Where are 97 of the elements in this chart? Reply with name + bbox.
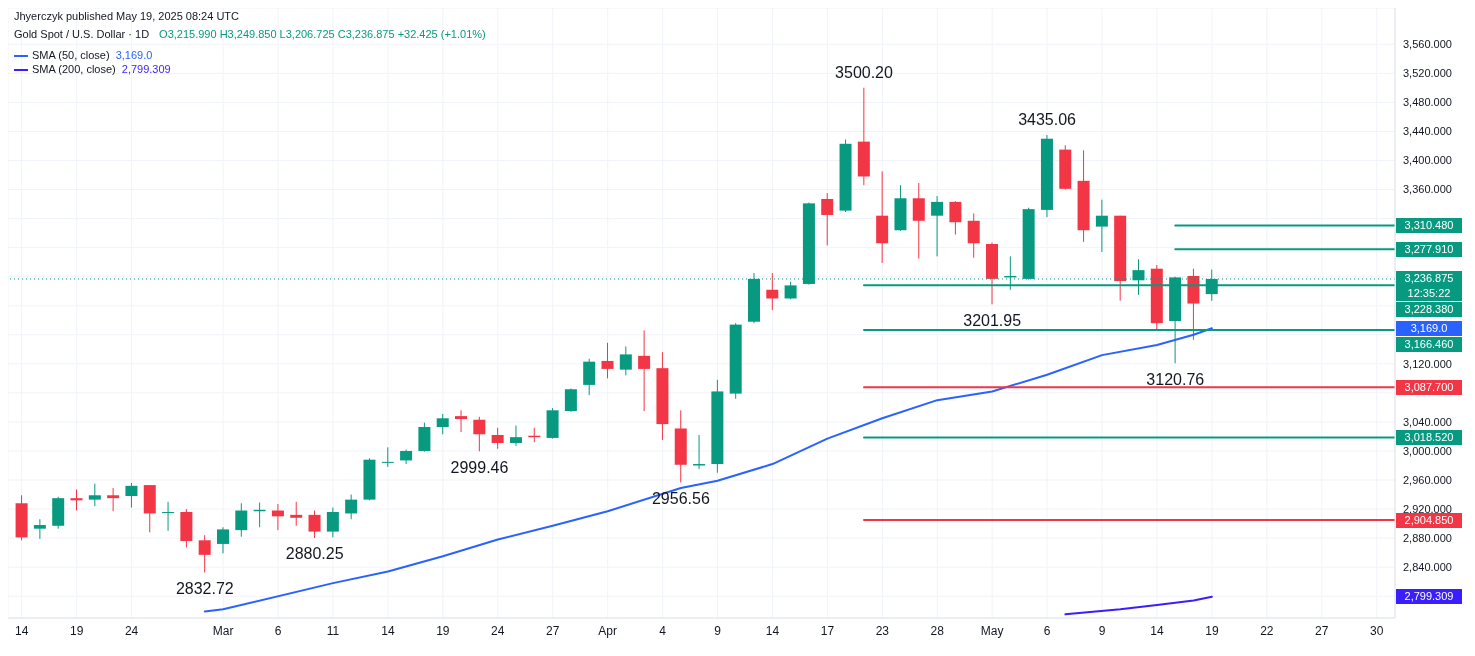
x-tick-label: 24 bbox=[124, 623, 139, 638]
y-tick-label: 2,840.000 bbox=[1403, 561, 1452, 574]
y-tick-label: 3,400.000 bbox=[1403, 154, 1452, 167]
data-label: 2,904.850 bbox=[1396, 512, 1462, 528]
x-tick-label: 6 bbox=[274, 623, 282, 638]
x-tick-label: 19 bbox=[69, 623, 84, 638]
candlestick bbox=[107, 487, 120, 512]
x-tick-label: 19 bbox=[436, 623, 450, 638]
candlestick bbox=[619, 345, 632, 376]
candlestick bbox=[326, 507, 339, 538]
y-tick-label: 3,360.000 bbox=[1403, 183, 1452, 196]
data-label: 3,018.520 bbox=[1396, 430, 1462, 446]
x-tick-label: May bbox=[980, 623, 1004, 638]
candlestick bbox=[638, 329, 651, 412]
legend-label: SMA (50, close) bbox=[32, 49, 110, 61]
x-tick-label: 11 bbox=[326, 623, 340, 638]
annotation: 2880.25 bbox=[285, 545, 344, 563]
x-tick-label: 14 bbox=[765, 623, 780, 638]
x-tick-label: 30 bbox=[1370, 623, 1384, 638]
candlestick bbox=[33, 518, 46, 540]
candlestick bbox=[693, 434, 706, 470]
annotation: 2999.46 bbox=[450, 458, 509, 476]
candlestick bbox=[967, 213, 980, 259]
y-tick-label: 3,480.000 bbox=[1403, 96, 1452, 109]
x-tick-label: 23 bbox=[875, 623, 890, 638]
x-tick-label: 14 bbox=[1150, 623, 1164, 638]
x-tick-label: 9 bbox=[714, 623, 722, 638]
candlestick bbox=[912, 182, 925, 260]
candlestick bbox=[766, 272, 779, 311]
candlestick bbox=[949, 200, 962, 236]
data-label: 3,166.460 bbox=[1396, 336, 1462, 352]
x-tick-label: 28 bbox=[930, 623, 945, 638]
y-tick-label: 3,000.000 bbox=[1403, 444, 1452, 457]
candlestick bbox=[290, 501, 303, 527]
candlestick bbox=[381, 446, 394, 468]
candlestick bbox=[931, 195, 944, 257]
candlestick bbox=[418, 422, 431, 453]
ref-line-label: 3,236.875 bbox=[1403, 271, 1455, 287]
candlestick bbox=[345, 494, 358, 520]
data-label: 3,087.700 bbox=[1396, 379, 1462, 395]
annotation: 3201.95 bbox=[963, 311, 1022, 329]
text: 2,799.309 bbox=[1396, 589, 1462, 605]
candlestick bbox=[235, 502, 248, 538]
x-tick-label: 14 bbox=[15, 623, 29, 638]
line-series bbox=[1064, 595, 1213, 616]
y-tick-label: 2,880.000 bbox=[1403, 532, 1452, 545]
candlestick bbox=[162, 501, 175, 532]
candlestick bbox=[216, 526, 229, 554]
annotation: 3,169.0 bbox=[115, 49, 153, 61]
candlestick bbox=[436, 413, 449, 435]
candlestick bbox=[509, 425, 522, 447]
data-label: 3,228.380 bbox=[1396, 302, 1462, 318]
annotation: 2,799.309 bbox=[121, 63, 171, 75]
data-label: 3,277.910 bbox=[1396, 241, 1462, 257]
x-tick-label: 17 bbox=[820, 623, 835, 638]
annotation: O3,215.990 H3,249.850 L3,206.725 C3,236.875 +32.425 (+1.01%) bbox=[159, 28, 486, 40]
annotation: 3500.20 bbox=[835, 63, 894, 81]
chart-subtitle: Jhyerczyk published May 19, 2025 08:24 UTC bbox=[14, 10, 240, 22]
x-tick-label: Apr bbox=[598, 623, 617, 638]
x-tick-label: 4 bbox=[659, 623, 667, 638]
annotation: 2956.56 bbox=[651, 489, 710, 507]
x-tick-label: 27 bbox=[1315, 623, 1329, 638]
candlestick bbox=[455, 409, 468, 433]
candlestick bbox=[70, 488, 83, 512]
x-tick-label: 27 bbox=[546, 623, 560, 638]
candlestick bbox=[198, 534, 211, 573]
annotation: 3120.76 bbox=[1146, 370, 1205, 388]
data-label: 3,310.480 bbox=[1396, 218, 1462, 233]
x-tick-label: 24 bbox=[491, 623, 505, 638]
x-tick-label: 6 bbox=[1043, 623, 1051, 638]
x-tick-label: 19 bbox=[1205, 623, 1219, 638]
candlestick bbox=[491, 427, 504, 450]
text: Gold Spot / U.S. Dollar · 1D bbox=[14, 28, 150, 40]
y-tick-label: 3,560.000 bbox=[1403, 38, 1452, 51]
candlestick bbox=[583, 358, 596, 396]
candlestick bbox=[601, 342, 614, 379]
annotation: 3435.06 bbox=[1018, 111, 1077, 129]
text: 12:35:22 bbox=[1406, 286, 1452, 302]
candlestick bbox=[125, 482, 138, 509]
candlestick bbox=[88, 483, 101, 507]
x-tick-label: 9 bbox=[1098, 623, 1106, 638]
candlestick bbox=[1095, 199, 1108, 253]
legend-label: SMA (200, close) bbox=[32, 63, 116, 75]
x-tick-label: Mar bbox=[212, 623, 234, 638]
y-tick-label: 3,120.000 bbox=[1403, 357, 1452, 370]
candlestick bbox=[821, 192, 834, 246]
y-tick-label: 3,520.000 bbox=[1403, 67, 1452, 80]
x-tick-label: 22 bbox=[1260, 623, 1274, 638]
x-tick-label: 14 bbox=[381, 623, 395, 638]
y-tick-label: 3,440.000 bbox=[1403, 125, 1452, 138]
candlestick bbox=[473, 416, 486, 452]
y-tick-label: 3,040.000 bbox=[1403, 415, 1452, 428]
annotation: 2832.72 bbox=[175, 579, 234, 597]
y-tick-label: 2,920.000 bbox=[1403, 502, 1452, 515]
y-tick-label: 2,960.000 bbox=[1403, 473, 1452, 486]
candlestick bbox=[308, 510, 321, 539]
text: 3,169.0 bbox=[1396, 320, 1462, 336]
